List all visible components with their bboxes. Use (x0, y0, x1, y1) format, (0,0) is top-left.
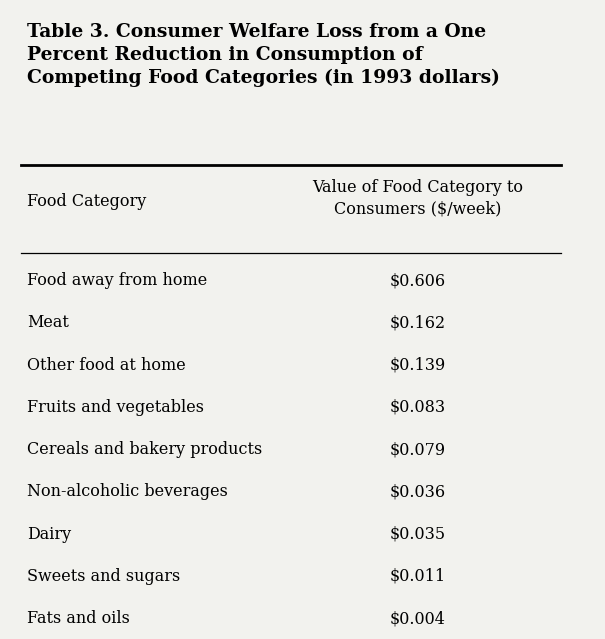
Text: Value of Food Category to
Consumers ($/week): Value of Food Category to Consumers ($/w… (312, 180, 523, 217)
Text: Fruits and vegetables: Fruits and vegetables (27, 399, 204, 416)
Text: $0.011: $0.011 (390, 568, 445, 585)
Text: Food away from home: Food away from home (27, 272, 208, 289)
Text: $0.606: $0.606 (390, 272, 445, 289)
Text: Meat: Meat (27, 314, 69, 332)
Text: Other food at home: Other food at home (27, 357, 186, 374)
Text: Fats and oils: Fats and oils (27, 610, 130, 627)
Text: $0.036: $0.036 (390, 484, 445, 500)
Text: Table 3. Consumer Welfare Loss from a One
Percent Reduction in Consumption of
Co: Table 3. Consumer Welfare Loss from a On… (27, 23, 500, 88)
Text: $0.035: $0.035 (390, 526, 445, 543)
Text: $0.004: $0.004 (390, 610, 445, 627)
Text: Dairy: Dairy (27, 526, 71, 543)
Text: Non-alcoholic beverages: Non-alcoholic beverages (27, 484, 228, 500)
Text: $0.139: $0.139 (389, 357, 445, 374)
Text: Cereals and bakery products: Cereals and bakery products (27, 441, 263, 458)
Text: $0.079: $0.079 (390, 441, 445, 458)
Text: $0.162: $0.162 (390, 314, 445, 332)
Text: Food Category: Food Category (27, 194, 146, 210)
Text: $0.083: $0.083 (390, 399, 445, 416)
Text: Sweets and sugars: Sweets and sugars (27, 568, 180, 585)
